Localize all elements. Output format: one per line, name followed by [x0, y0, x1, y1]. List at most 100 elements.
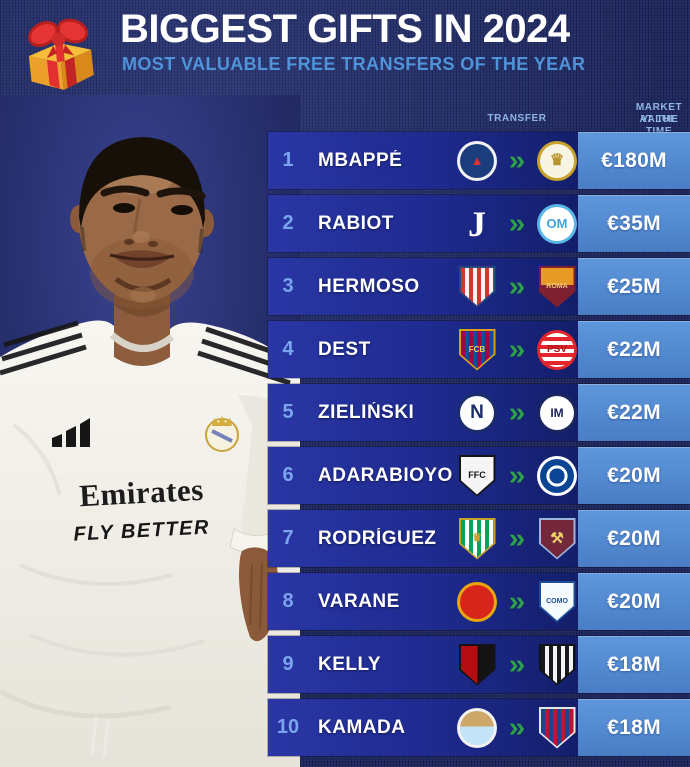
- market-value: €18M: [578, 699, 690, 756]
- column-header-market-value: MARKET VALUE AT THE TIME: [578, 102, 686, 137]
- chelsea-logo: [536, 454, 578, 498]
- bournemouth-logo: [456, 643, 498, 687]
- market-value: €20M: [578, 510, 690, 567]
- real-madrid-crest-icon: [205, 416, 239, 452]
- table-row: 7 RODRÍGUEZ ♛ » ⚒ €20M: [268, 510, 690, 567]
- transfer-chevron-icon: »: [508, 333, 526, 365]
- rank: 2: [282, 212, 294, 234]
- finger-lines: [249, 562, 263, 630]
- market-value: €20M: [578, 573, 690, 630]
- transfer-cell: » ROMA: [456, 265, 578, 309]
- player-name: VARANE: [318, 590, 400, 612]
- manchester-united-logo: [456, 580, 498, 624]
- inter-logo: IM: [536, 391, 578, 435]
- transfer-chevron-icon: »: [508, 396, 526, 428]
- west-ham-logo: ⚒: [536, 517, 578, 561]
- market-value: €35M: [578, 195, 690, 252]
- player-hair: [79, 137, 205, 229]
- rank: 3: [282, 275, 294, 297]
- market-value: €20M: [578, 447, 690, 504]
- player-name: KELLY: [318, 653, 382, 675]
- como-logo: COMO: [536, 580, 578, 624]
- gift-icon: [28, 18, 94, 90]
- jersey-sponsor-text: Emirates: [78, 472, 204, 513]
- transfers-table: 1 MBAPPÉ ▲ » ♛ €180M 2 RABIOT J » OM €35…: [268, 132, 690, 762]
- transfer-chevron-icon: »: [508, 144, 526, 176]
- transfer-chevron-icon: »: [508, 648, 526, 680]
- transfer-cell: J » OM: [456, 202, 578, 246]
- player-photo: Emirates FLY BETTER: [0, 95, 300, 767]
- fulham-logo: FFC: [456, 454, 498, 498]
- psv-logo: PSV: [536, 328, 578, 372]
- player-name: ADARABIOYO: [318, 464, 453, 486]
- transfer-cell: FFC »: [456, 454, 578, 498]
- player-name: DEST: [318, 338, 371, 360]
- rank: 10: [276, 716, 300, 738]
- header: BIGGEST GIFTS IN 2024 MOST VALUABLE FREE…: [0, 0, 690, 96]
- transfer-cell: N » IM: [456, 391, 578, 435]
- transfer-chevron-icon: »: [508, 459, 526, 491]
- atletico-madrid-logo: [456, 265, 498, 309]
- real-betis-logo: ♛: [456, 517, 498, 561]
- table-row: 5 ZIELIŃSKI N » IM €22M: [268, 384, 690, 441]
- roma-logo: ROMA: [536, 265, 578, 309]
- player-name: HERMOSO: [318, 275, 420, 297]
- table-row: 3 HERMOSO » ROMA €25M: [268, 258, 690, 315]
- player-name: KAMADA: [318, 716, 406, 738]
- market-value-line2: AT THE TIME: [639, 114, 679, 137]
- crystal-palace-logo: [536, 706, 578, 750]
- transfer-cell: ♛ » ⚒: [456, 517, 578, 561]
- page-title: BIGGEST GIFTS IN 2024: [120, 7, 570, 51]
- newcastle-logo: [536, 643, 578, 687]
- rank: 4: [282, 338, 294, 360]
- transfer-cell: » COMO: [456, 580, 578, 624]
- rank: 1: [282, 149, 294, 171]
- table-row: 10 KAMADA » €18M: [268, 699, 690, 756]
- paris-saint-germain-logo: ▲: [456, 139, 498, 183]
- rank: 6: [282, 464, 294, 486]
- barcelona-logo: FCB: [456, 328, 498, 372]
- market-value-line1: MARKET VALUE: [635, 102, 683, 125]
- header-titles: BIGGEST GIFTS IN 2024 MOST VALUABLE FREE…: [120, 6, 680, 75]
- transfer-cell: »: [456, 643, 578, 687]
- table-row: 4 DEST FCB » PSV €22M: [268, 321, 690, 378]
- table-row: 1 MBAPPÉ ▲ » ♛ €180M: [268, 132, 690, 189]
- market-value: €22M: [578, 384, 690, 441]
- market-value: €18M: [578, 636, 690, 693]
- page-subtitle: MOST VALUABLE FREE TRANSFERS OF THE YEAR: [122, 54, 586, 74]
- adidas-logo-icon: [52, 418, 90, 447]
- rank: 9: [282, 653, 294, 675]
- table-row: 9 KELLY » €18M: [268, 636, 690, 693]
- market-value: €22M: [578, 321, 690, 378]
- transfer-chevron-icon: »: [508, 207, 526, 239]
- lazio-logo: [456, 706, 498, 750]
- table-row: 6 ADARABIOYO FFC » €20M: [268, 447, 690, 504]
- jersey-folds: [12, 423, 205, 657]
- player-jersey: [0, 320, 300, 767]
- market-value: €25M: [578, 258, 690, 315]
- player-name: MBAPPÉ: [318, 149, 403, 171]
- rank: 8: [282, 590, 294, 612]
- column-header-transfer: TRANSFER: [487, 113, 547, 124]
- player-name: ZIELIŃSKI: [318, 401, 415, 423]
- player-face: [70, 137, 214, 366]
- table-row: 8 VARANE » COMO €20M: [268, 573, 690, 630]
- transfer-chevron-icon: »: [508, 585, 526, 617]
- rank: 5: [282, 401, 294, 423]
- real-madrid-logo: ♛: [536, 139, 578, 183]
- napoli-logo: N: [456, 391, 498, 435]
- rank: 7: [282, 527, 294, 549]
- marseille-logo: OM: [536, 202, 578, 246]
- transfer-chevron-icon: »: [508, 270, 526, 302]
- transfer-chevron-icon: »: [508, 522, 526, 554]
- juventus-logo: J: [468, 203, 486, 244]
- table-row: 2 RABIOT J » OM €35M: [268, 195, 690, 252]
- player-name: RABIOT: [318, 212, 394, 234]
- transfer-cell: ▲ » ♛: [456, 139, 578, 183]
- transfer-cell: »: [456, 706, 578, 750]
- player-name: RODRÍGUEZ: [318, 527, 437, 549]
- transfer-chevron-icon: »: [508, 711, 526, 743]
- transfer-cell: FCB » PSV: [456, 328, 578, 372]
- market-value: €180M: [578, 132, 690, 189]
